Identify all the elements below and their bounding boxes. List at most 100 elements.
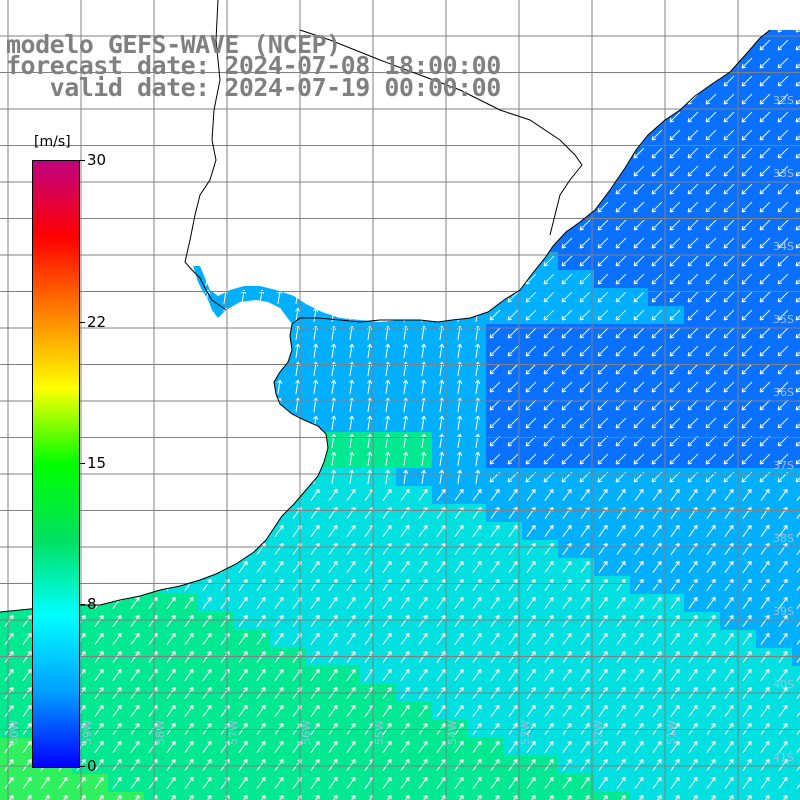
wind-arrow: [777, 75, 789, 87]
wind-arrow: [795, 261, 800, 267]
wind-arrow: [508, 596, 518, 609]
wind-arrow: [331, 379, 337, 394]
wind-arrow: [597, 273, 609, 285]
wind-arrow: [724, 758, 734, 771]
wind-arrow: [580, 614, 590, 627]
wind-arrow: [796, 657, 800, 663]
colorbar-tick-label: 15: [87, 454, 107, 472]
wind-arrow: [778, 740, 788, 753]
wind-arrow: [403, 469, 409, 484]
wind-arrow: [669, 327, 681, 339]
wind-arrow: [166, 704, 176, 717]
wind-arrow: [562, 632, 572, 645]
wind-arrow: [130, 596, 140, 609]
wind-arrow: [489, 399, 501, 411]
wind-arrow: [742, 524, 752, 537]
wind-arrow: [274, 614, 284, 627]
wind-arrow: [741, 111, 753, 123]
wind-arrow: [615, 237, 627, 249]
wind-arrow: [382, 596, 392, 609]
wind-arrow: [616, 704, 626, 717]
wind-field-cell: [792, 486, 800, 504]
wind-arrow: [562, 740, 572, 753]
wind-arrow: [777, 183, 789, 195]
wind-arrow: [508, 740, 518, 753]
wind-field-cell: [684, 792, 702, 800]
wind-arrow: [472, 596, 482, 609]
wind-arrow: [669, 363, 681, 375]
wind-arrow: [562, 488, 572, 501]
wind-arrow: [634, 578, 644, 591]
wind-arrow: [652, 488, 662, 501]
wind-arrow: [724, 524, 734, 537]
wind-field-cell: [216, 792, 234, 800]
wind-arrow: [795, 441, 800, 447]
wind-arrow: [669, 147, 681, 159]
wind-arrow: [598, 776, 608, 789]
wind-arrow: [634, 704, 644, 717]
wind-arrow: [295, 379, 301, 394]
wind-arrow: [418, 758, 428, 771]
wind-arrow: [579, 219, 591, 231]
wind-arrow: [741, 201, 753, 213]
wind-arrow: [22, 668, 32, 681]
wind-arrow: [634, 632, 644, 645]
wind-arrow: [598, 632, 608, 645]
wind-arrow: [687, 363, 699, 375]
wind-arrow: [759, 291, 771, 303]
wind-arrow: [295, 343, 301, 358]
wind-arrow: [760, 758, 770, 771]
wind-arrow: [475, 451, 481, 466]
wind-arrow: [526, 596, 536, 609]
wind-arrow: [615, 291, 627, 303]
wind-arrow: [651, 327, 663, 339]
wind-arrow: [723, 165, 735, 177]
wind-arrow: [418, 596, 428, 609]
wind-arrow: [561, 399, 573, 411]
wind-arrow: [633, 201, 645, 213]
wind-arrow: [367, 415, 373, 430]
wind-arrow: [238, 740, 248, 753]
wind-arrow: [741, 93, 753, 105]
wind-arrow: [489, 345, 501, 357]
wind-arrow: [400, 560, 410, 573]
wind-arrow: [598, 560, 608, 573]
wind-arrow: [561, 363, 573, 375]
wind-arrow: [507, 417, 519, 429]
wind-arrow: [508, 704, 518, 717]
wind-arrow: [525, 291, 537, 303]
wind-arrow: [777, 399, 789, 411]
wind-arrow: [670, 668, 680, 681]
wind-arrow: [490, 488, 500, 501]
wind-arrow: [633, 345, 645, 357]
latitude-label: 40S: [773, 678, 794, 691]
wind-field-cell: [792, 756, 800, 774]
wind-arrow: [778, 524, 788, 537]
wind-arrow: [705, 291, 717, 303]
wind-arrow: [669, 201, 681, 213]
wind-arrow: [346, 758, 356, 771]
wind-arrow: [346, 596, 356, 609]
land-mass-south-coast: [0, 0, 328, 612]
wind-arrow: [615, 255, 627, 267]
wind-arrow: [489, 453, 501, 465]
wind-arrow: [669, 453, 681, 465]
wind-arrow: [490, 704, 500, 717]
wind-field-cell: [450, 792, 468, 800]
wind-arrow: [706, 596, 716, 609]
wind-arrow: [741, 183, 753, 195]
wind-arrow: [669, 129, 681, 141]
wind-field-cell: [594, 792, 612, 800]
wind-arrow: [423, 794, 428, 800]
wind-arrow: [760, 776, 770, 789]
wind-arrow: [688, 524, 698, 537]
wind-arrow: [490, 632, 500, 645]
wind-arrow: [454, 758, 464, 771]
wind-arrow: [310, 740, 320, 753]
wind-arrow: [597, 417, 609, 429]
wind-arrow: [490, 578, 500, 591]
wind-arrow: [543, 417, 555, 429]
wind-field-cell: [324, 792, 342, 800]
wind-arrow: [777, 57, 789, 69]
wind-arrow: [580, 668, 590, 681]
